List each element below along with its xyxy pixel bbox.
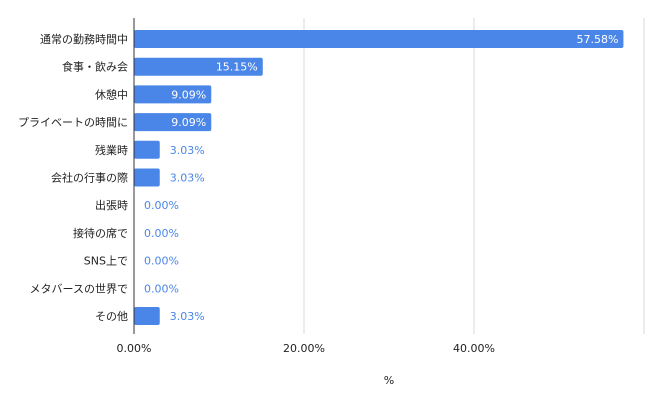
bar-5 xyxy=(134,168,160,187)
value-label-10: 3.03% xyxy=(170,310,205,323)
x-tick-label-1: 20.00% xyxy=(283,342,325,355)
category-label-8: SNS上で xyxy=(84,255,128,268)
bar-3 xyxy=(134,113,212,132)
value-label-6: 0.00% xyxy=(144,199,179,212)
category-label-10: その他 xyxy=(95,310,128,323)
category-label-4: 残業時 xyxy=(95,143,128,157)
value-label-4: 3.03% xyxy=(170,144,205,157)
bar-1 xyxy=(134,57,263,76)
bar-0 xyxy=(134,30,624,48)
x-tick-label-0: 0.00% xyxy=(117,342,152,355)
value-label-8: 0.00% xyxy=(144,255,179,268)
x-axis-title: % xyxy=(384,374,394,387)
category-label-1: 食事・飲み会 xyxy=(62,60,128,74)
x-tick-labels: 0.00% 20.00% 40.00% xyxy=(117,342,495,355)
category-label-9: メタバースの世界で xyxy=(30,282,128,295)
bars xyxy=(134,30,624,325)
grid-lines xyxy=(303,18,645,334)
value-label-5: 3.03% xyxy=(170,172,205,185)
category-labels: 通常の勤務時間中食事・飲み会休憩中プライベートの時間に残業時会社の行事の際出張時… xyxy=(18,32,128,323)
category-label-5: 会社の行事の際 xyxy=(51,171,128,185)
bar-2 xyxy=(134,85,212,104)
value-label-2: 9.09% xyxy=(171,88,206,101)
bar-4 xyxy=(134,140,160,159)
value-label-9: 0.00% xyxy=(144,282,179,295)
value-label-7: 0.00% xyxy=(144,227,179,240)
value-label-3: 9.09% xyxy=(171,116,206,129)
x-tick-label-2: 40.00% xyxy=(453,342,495,355)
category-label-0: 通常の勤務時間中 xyxy=(40,32,128,46)
category-label-3: プライベートの時間に xyxy=(18,116,128,129)
category-label-7: 接待の席で xyxy=(73,226,128,240)
bar-10 xyxy=(134,307,160,325)
value-labels: 57.58% 15.15% 9.09% 9.09% 3.03% 3.03% 0.00% 0.0… xyxy=(144,33,618,323)
value-label-0: 57.58% xyxy=(576,33,618,46)
value-label-1: 15.15% xyxy=(216,61,258,74)
category-label-6: 出張時 xyxy=(95,198,128,212)
category-label-2: 休憩中 xyxy=(95,87,128,101)
